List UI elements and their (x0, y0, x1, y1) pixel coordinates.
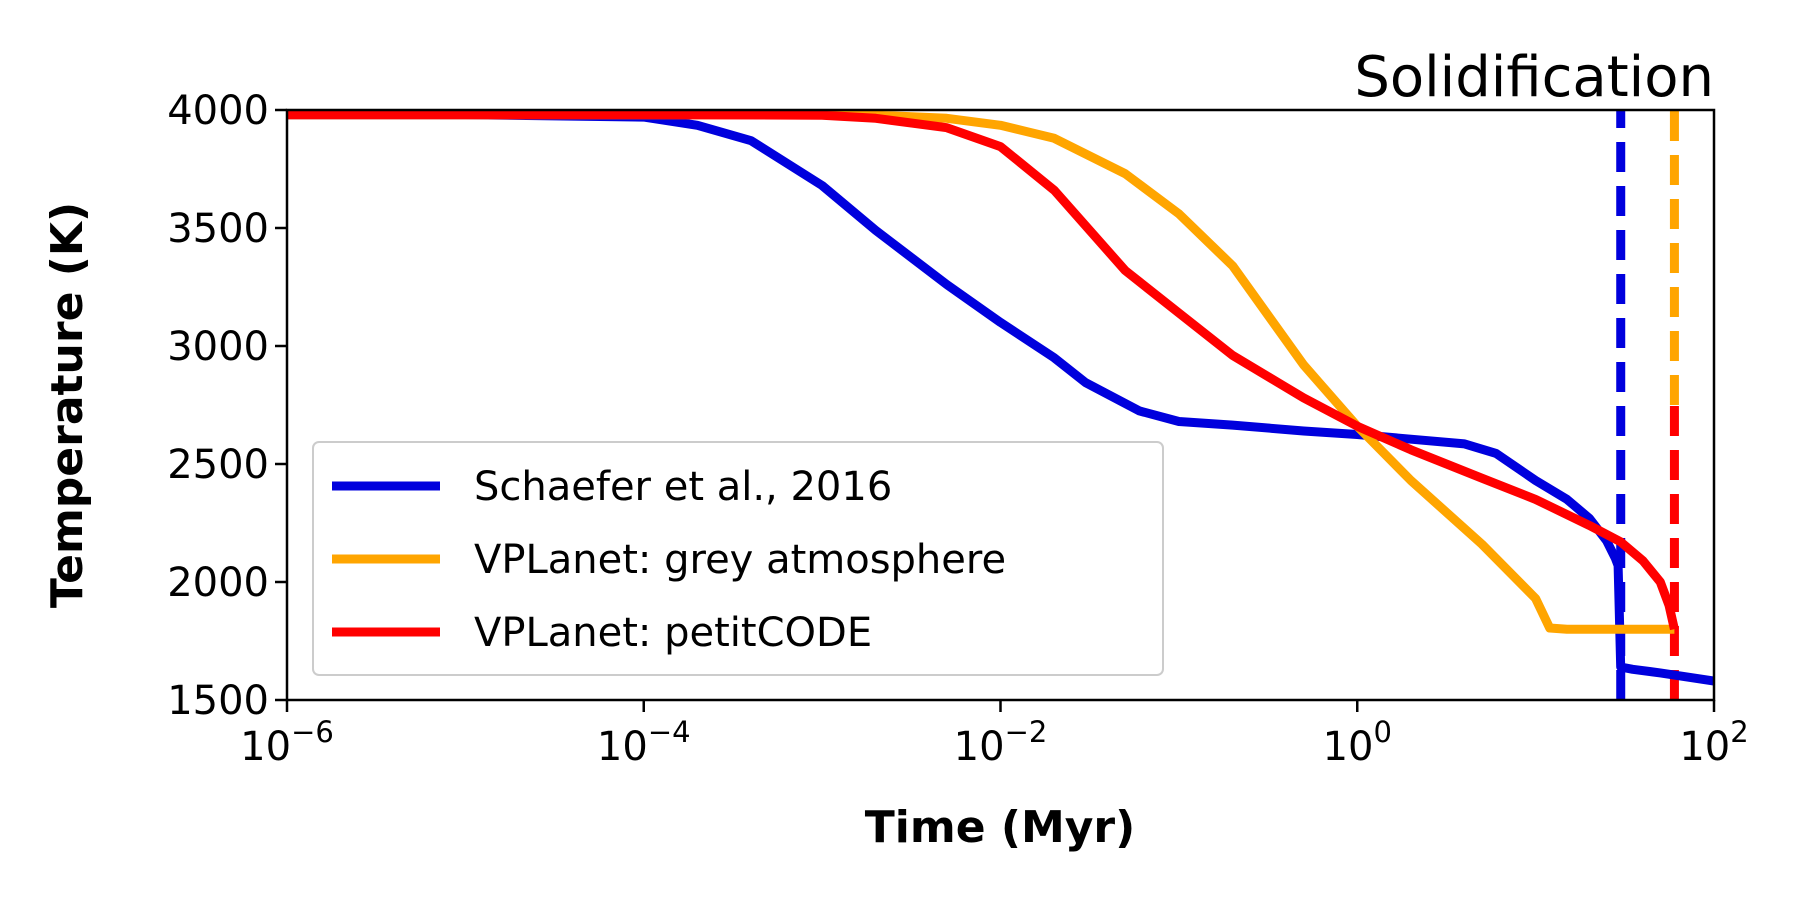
x-tick-label: 10−4 (597, 715, 691, 770)
legend-label-vplanet-petitcode: VPLanet: petitCODE (474, 610, 872, 656)
series-line-schaefer-et-al-2016 (287, 110, 1714, 686)
plot-area (285, 108, 1716, 702)
legend-label-vplanet-grey-atmosphere: VPLanet: grey atmosphere (474, 537, 1006, 583)
y-axis-label: Temperature (K) (42, 202, 93, 608)
y-tick-label: 2000 (167, 560, 269, 606)
x-tick-label: 100 (1323, 715, 1392, 770)
series-line-vplanet-petitcode (287, 110, 1679, 631)
x-tick-label: 10−2 (954, 715, 1048, 770)
y-tick-label: 4000 (167, 88, 269, 134)
legend-label-schaefer-et-al-2016: Schaefer et al., 2016 (474, 464, 892, 510)
x-axis-label: Time (Myr) (865, 802, 1136, 853)
x-tick-label: 102 (1679, 715, 1748, 770)
x-tick-label: 10−6 (240, 715, 334, 770)
y-tick-label: 2500 (167, 442, 269, 488)
legend-box (312, 441, 1164, 676)
y-tick-label: 3000 (167, 324, 269, 370)
x-axis: 10−6 10−4 10−2 100 102 (240, 700, 1749, 770)
chart-title: Solidification (1354, 45, 1714, 110)
y-axis: 1500 2000 2500 3000 3500 4000 (167, 88, 287, 724)
series-layer (287, 110, 1714, 700)
legend: Schaefer et al., 2016 VPLanet: grey atmos… (312, 441, 1164, 676)
y-tick-label: 3500 (167, 206, 269, 252)
y-tick-label: 1500 (167, 678, 269, 724)
